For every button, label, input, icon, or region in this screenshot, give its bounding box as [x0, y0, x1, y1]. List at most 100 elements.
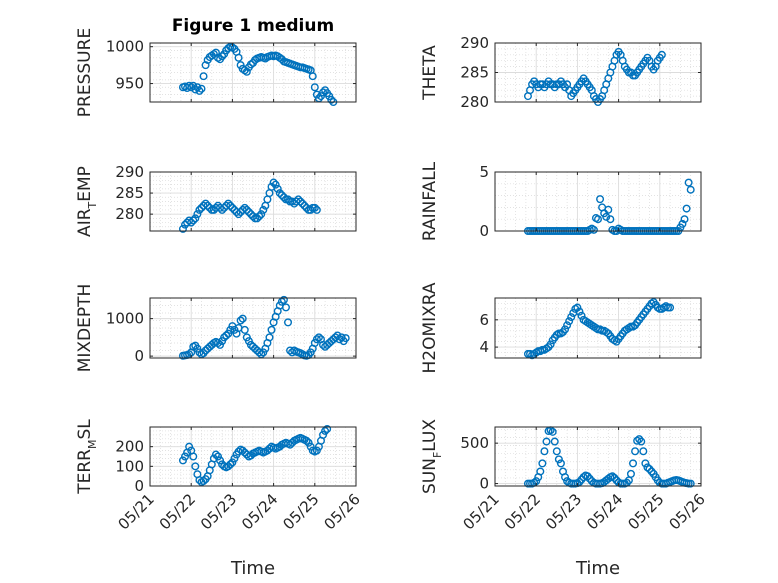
data-point — [240, 448, 249, 457]
data-point — [323, 424, 332, 433]
data-point — [195, 86, 204, 95]
x-tick-label: 05/22 — [156, 490, 199, 533]
data-point — [267, 325, 276, 334]
data-point — [185, 442, 194, 451]
data-point — [686, 479, 695, 488]
x-tick-label: 05/25 — [624, 490, 667, 533]
data-point — [643, 463, 652, 472]
x-tick-label: 05/22 — [501, 490, 544, 533]
data-point — [678, 219, 687, 228]
data-point — [680, 215, 689, 224]
x-tick-label: 05/24 — [238, 490, 281, 533]
y-axis-label: THETA — [420, 45, 440, 101]
data-point — [608, 472, 617, 481]
y-tick-label: 4 — [479, 338, 489, 356]
y-axis-label: MIXDEPTH — [75, 284, 95, 373]
y-tick-label: 6 — [479, 311, 489, 329]
data-point — [563, 321, 572, 330]
data-point — [319, 88, 328, 97]
data-point — [312, 335, 321, 344]
x-tick-label: 05/26 — [321, 490, 364, 533]
data-point — [213, 452, 222, 461]
data-point — [253, 214, 262, 223]
x-tick-label: 05/21 — [115, 490, 158, 533]
x-tick-label: 05/21 — [460, 490, 503, 533]
data-point — [228, 458, 237, 467]
y-tick-label: 950 — [115, 75, 144, 93]
axes-box — [494, 426, 702, 487]
data-point — [594, 215, 603, 224]
data-point — [222, 331, 231, 340]
data-point — [641, 459, 650, 468]
data-point — [341, 334, 350, 343]
data-point — [193, 210, 202, 219]
axes-box — [494, 297, 702, 359]
y-axis-label: AIRTEMP — [75, 166, 99, 237]
data-point — [228, 203, 237, 212]
data-point — [263, 446, 272, 455]
data-point — [637, 437, 646, 446]
data-point — [546, 340, 555, 349]
chart-title: Figure 1 medium — [172, 16, 334, 36]
data-point — [281, 303, 290, 312]
data-point — [302, 436, 311, 445]
data-point — [216, 456, 225, 465]
y-axis-label: SUNFLUX — [420, 419, 444, 494]
data-point — [284, 318, 293, 327]
data-point — [536, 467, 545, 476]
y-axis-label: RAINFALL — [420, 161, 440, 241]
data-point — [230, 454, 239, 463]
data-point — [577, 311, 586, 320]
data-point — [240, 203, 249, 212]
data-point — [312, 205, 321, 214]
y-tick-label: 0 — [479, 475, 489, 493]
axes-box — [149, 426, 357, 487]
y-tick-label: 290 — [115, 163, 144, 181]
x-tick-label: 05/26 — [666, 490, 709, 533]
y-tick-label: 0 — [479, 222, 489, 240]
data-point — [284, 195, 293, 204]
data-point — [602, 212, 611, 221]
axes-box — [149, 42, 357, 103]
data-point — [310, 203, 319, 212]
data-point — [538, 459, 547, 468]
data-point — [319, 430, 328, 439]
data-point — [298, 199, 307, 208]
data-point — [639, 447, 648, 456]
data-point — [277, 191, 286, 200]
data-point — [244, 208, 253, 217]
y-tick-label: 0 — [134, 477, 144, 495]
data-point — [548, 427, 557, 436]
data-point — [542, 437, 551, 446]
data-point — [300, 201, 309, 210]
data-point — [242, 67, 251, 76]
subplot-1: 950 1000 PRESSURE Figure 1 medium — [75, 16, 357, 117]
data-point — [575, 307, 584, 316]
data-point — [666, 303, 675, 312]
x-axis-label: Time — [575, 558, 620, 579]
data-point — [552, 447, 561, 456]
data-point — [238, 314, 247, 323]
data-point — [195, 205, 204, 214]
data-point — [213, 339, 222, 348]
data-point — [306, 442, 315, 451]
y-axis-label: TERRMSL — [75, 419, 99, 495]
x-axis-label: Time — [230, 558, 275, 579]
data-point — [226, 201, 235, 210]
subplot-6: 4 6 H2OMIXRA — [420, 282, 702, 374]
data-point — [596, 195, 605, 204]
y-tick-label: 100 — [115, 457, 144, 475]
data-point — [218, 52, 227, 61]
data-point — [251, 55, 260, 64]
data-point — [304, 438, 313, 447]
data-point — [573, 303, 582, 312]
data-point — [686, 185, 695, 194]
data-point — [657, 50, 666, 59]
data-point — [561, 473, 570, 482]
data-point — [565, 317, 574, 326]
subplot-4: 0 5 RAINFALL — [420, 161, 702, 241]
data-point — [226, 460, 235, 469]
data-point — [246, 210, 255, 219]
